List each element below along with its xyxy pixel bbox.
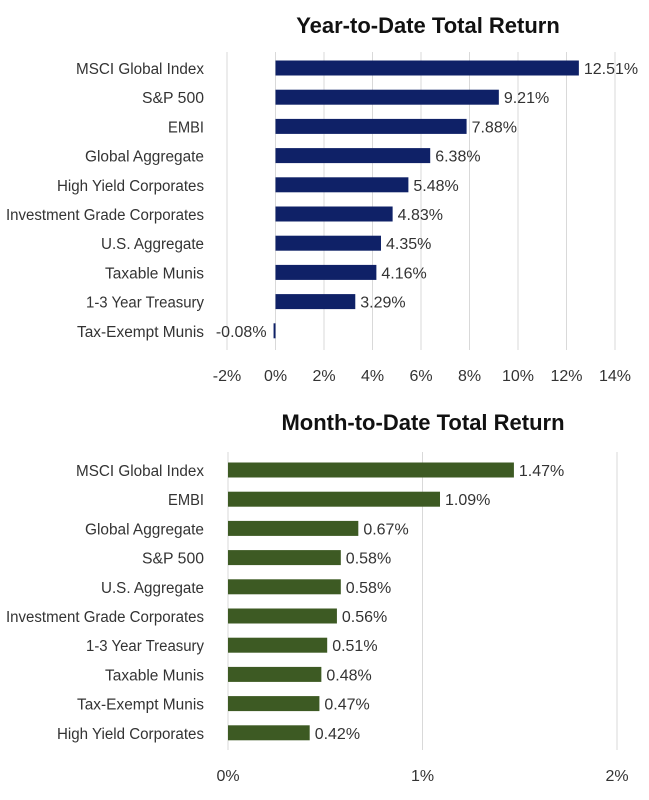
ytd-data-label: 4.35% bbox=[386, 236, 431, 253]
mtd-bar bbox=[228, 520, 359, 536]
mtd-bar bbox=[228, 637, 328, 653]
mtd-tick-label: 2% bbox=[605, 768, 628, 785]
mtd-category-label: U.S. Aggregate bbox=[101, 580, 204, 597]
mtd-data-label: 0.42% bbox=[315, 726, 360, 743]
ytd-category-label: Global Aggregate bbox=[85, 149, 204, 166]
ytd-tick-label: 6% bbox=[409, 368, 432, 385]
mtd-data-label: 0.47% bbox=[324, 697, 369, 714]
ytd-data-label: 12.51% bbox=[584, 61, 638, 78]
ytd-bar bbox=[275, 264, 377, 280]
mtd-bar bbox=[228, 696, 320, 712]
ytd-category-label: Tax-Exempt Munis bbox=[77, 324, 204, 341]
ytd-tick-label: 10% bbox=[502, 368, 534, 385]
ytd-category-label: Investment Grade Corporates bbox=[6, 207, 204, 224]
mtd-chart-title: Month-to-Date Total Return bbox=[281, 410, 564, 435]
ytd-category-label: S&P 500 bbox=[142, 90, 204, 107]
mtd-bar bbox=[228, 666, 322, 682]
mtd-category-label: Tax-Exempt Munis bbox=[77, 697, 204, 714]
mtd-return-chart: Month-to-Date Total Return 1.47% MSCI Glob… bbox=[6, 410, 629, 785]
mtd-data-label: 1.47% bbox=[519, 463, 564, 480]
ytd-data-label: 4.16% bbox=[381, 265, 426, 282]
ytd-bar bbox=[275, 235, 381, 251]
mtd-bar bbox=[228, 725, 310, 741]
mtd-tick-label: 0% bbox=[216, 768, 239, 785]
mtd-category-label: High Yield Corporates bbox=[57, 726, 204, 743]
ytd-category-label: EMBI bbox=[168, 119, 204, 136]
ytd-bar bbox=[275, 177, 409, 193]
ytd-bar bbox=[275, 118, 467, 134]
ytd-data-label: 9.21% bbox=[504, 90, 549, 107]
mtd-tick-label: 1% bbox=[411, 768, 434, 785]
ytd-tick-label: 4% bbox=[361, 368, 384, 385]
ytd-tick-label: 0% bbox=[264, 368, 287, 385]
ytd-tick-label: 8% bbox=[458, 368, 481, 385]
mtd-category-label: MSCI Global Index bbox=[76, 463, 204, 480]
mtd-data-label: 0.51% bbox=[332, 638, 377, 655]
mtd-data-label: 0.48% bbox=[326, 667, 371, 684]
mtd-bar bbox=[228, 550, 341, 566]
ytd-bar bbox=[275, 206, 393, 222]
ytd-category-label: Taxable Munis bbox=[105, 265, 204, 282]
ytd-tick-label: 12% bbox=[550, 368, 582, 385]
mtd-bar bbox=[228, 579, 341, 595]
mtd-data-label: 0.67% bbox=[363, 521, 408, 538]
ytd-data-label: 5.48% bbox=[413, 178, 458, 195]
mtd-category-label: 1-3 Year Treasury bbox=[86, 638, 204, 655]
mtd-data-label: 0.56% bbox=[342, 609, 387, 626]
mtd-bar bbox=[228, 608, 337, 624]
mtd-bar bbox=[228, 491, 441, 507]
mtd-data-label: 1.09% bbox=[445, 492, 490, 509]
mtd-data-label: 0.58% bbox=[346, 551, 391, 568]
ytd-data-label: 6.38% bbox=[435, 149, 480, 166]
ytd-bar bbox=[275, 294, 356, 310]
ytd-category-label: 1-3 Year Treasury bbox=[86, 295, 204, 312]
ytd-return-chart: Year-to-Date Total Return 12.51% MSCI Glob… bbox=[6, 13, 638, 385]
mtd-category-label: Global Aggregate bbox=[85, 521, 204, 538]
ytd-data-label: 4.83% bbox=[398, 207, 443, 224]
ytd-chart-title: Year-to-Date Total Return bbox=[296, 13, 560, 38]
mtd-bar bbox=[228, 462, 514, 478]
mtd-data-label: 0.58% bbox=[346, 580, 391, 597]
ytd-tick-label: 14% bbox=[599, 368, 631, 385]
ytd-tick-label: -2% bbox=[213, 368, 241, 385]
ytd-category-label: High Yield Corporates bbox=[57, 178, 204, 195]
ytd-data-label: 3.29% bbox=[360, 295, 405, 312]
ytd-data-label: 7.88% bbox=[472, 119, 517, 136]
ytd-tick-label: 2% bbox=[312, 368, 335, 385]
ytd-bar bbox=[275, 148, 431, 164]
mtd-category-label: EMBI bbox=[168, 492, 204, 509]
ytd-category-label: MSCI Global Index bbox=[76, 61, 204, 78]
ytd-bar bbox=[273, 323, 276, 339]
mtd-category-label: S&P 500 bbox=[142, 551, 204, 568]
ytd-data-label: -0.08% bbox=[216, 324, 267, 341]
mtd-category-label: Taxable Munis bbox=[105, 667, 204, 684]
ytd-bar bbox=[275, 60, 579, 76]
ytd-category-label: U.S. Aggregate bbox=[101, 236, 204, 253]
ytd-bar bbox=[275, 89, 499, 105]
mtd-category-label: Investment Grade Corporates bbox=[6, 609, 204, 626]
